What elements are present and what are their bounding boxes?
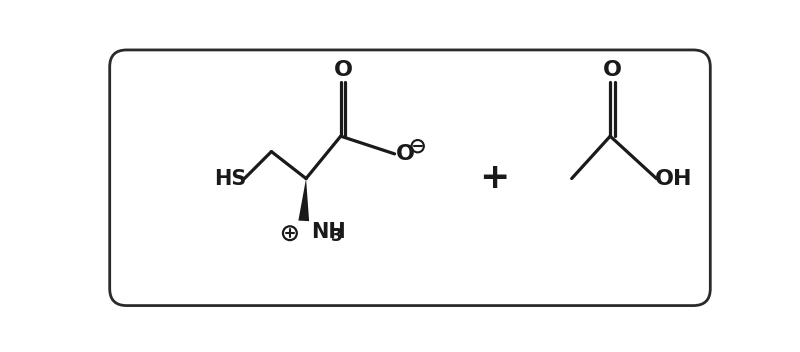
Text: O: O [334, 60, 353, 80]
FancyBboxPatch shape [110, 50, 710, 306]
Text: O: O [396, 144, 415, 164]
Text: O: O [603, 60, 622, 80]
Polygon shape [298, 178, 309, 221]
Text: HS: HS [214, 169, 246, 189]
Text: NH: NH [311, 222, 346, 243]
Text: 3: 3 [330, 227, 342, 245]
Text: OH: OH [654, 169, 692, 189]
Text: +: + [479, 161, 510, 195]
